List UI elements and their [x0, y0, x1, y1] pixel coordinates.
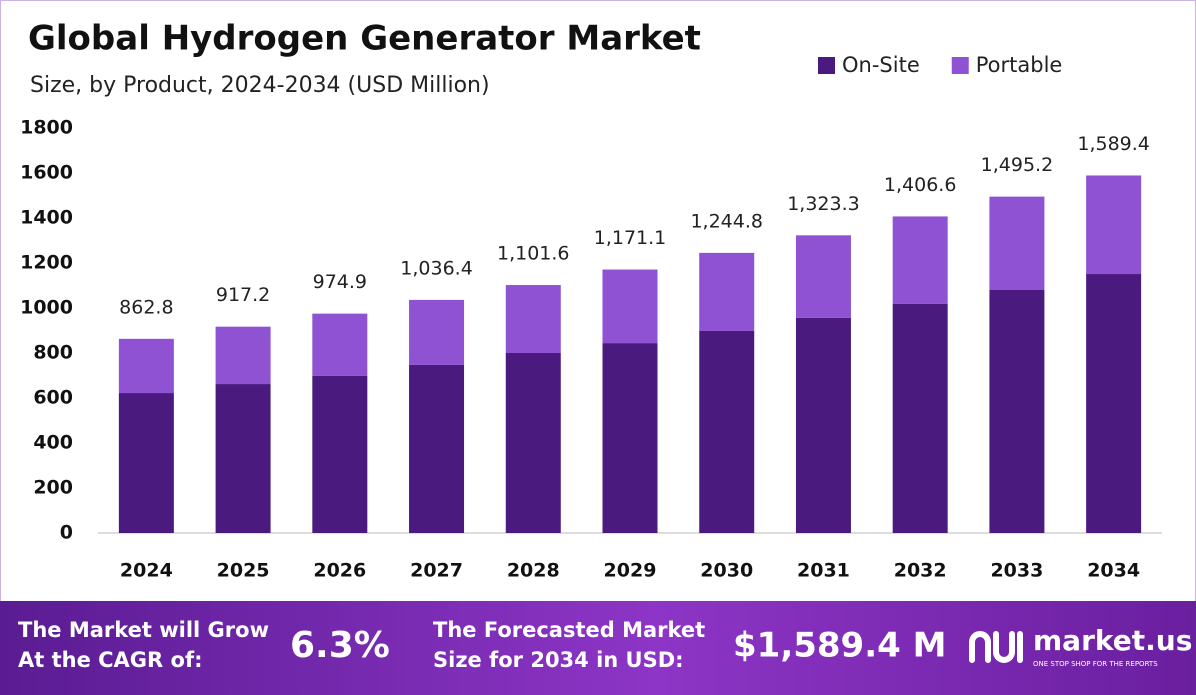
y-tick-label: 800	[33, 342, 73, 364]
total-label: 862.8	[119, 296, 173, 318]
y-tick-label: 1000	[20, 297, 73, 319]
x-tick-label: 2032	[894, 560, 947, 582]
bar-segment	[989, 290, 1045, 533]
total-label: 1,323.3	[787, 193, 860, 215]
y-tick-label: 1200	[20, 252, 73, 274]
bar-segment	[892, 216, 948, 304]
banner-value: 6.3%	[290, 625, 390, 666]
total-label: 1,589.4	[1077, 133, 1150, 155]
bar-segment	[505, 353, 561, 533]
bar-segment	[602, 269, 658, 344]
y-tick-label: 1400	[20, 207, 73, 229]
total-label: 1,406.6	[884, 174, 957, 196]
total-label: 974.9	[313, 271, 367, 293]
legend-swatch	[951, 57, 969, 74]
banner-text: The Market will Grow	[18, 618, 269, 642]
bar-segment	[602, 343, 658, 533]
x-tick-label: 2034	[1087, 560, 1140, 582]
x-tick-label: 2030	[700, 560, 753, 582]
y-tick-label: 1600	[20, 162, 73, 184]
brand-logo	[969, 631, 1023, 663]
total-label: 1,171.1	[594, 227, 667, 249]
total-label: 1,036.4	[400, 257, 473, 279]
brand-tagline: ONE STOP SHOP FOR THE REPORTS	[1033, 660, 1158, 668]
x-tick-label: 2026	[313, 560, 366, 582]
banner-text: The Forecasted Market	[433, 618, 705, 642]
x-tick-label: 2029	[604, 560, 657, 582]
legend-label: On-Site	[842, 53, 920, 77]
total-label: 1,101.6	[497, 243, 570, 265]
legend-swatch	[818, 57, 835, 74]
bar-segment	[1086, 175, 1142, 275]
bar-segment	[505, 285, 561, 353]
banner-text: At the CAGR of:	[18, 648, 203, 672]
legend-label: Portable	[976, 53, 1063, 77]
bar-segment	[1086, 274, 1142, 533]
bar-segment	[118, 338, 174, 394]
x-tick-label: 2033	[990, 560, 1043, 582]
bar-segment	[215, 326, 271, 385]
chart-subtitle: Size, by Product, 2024-2034 (USD Million…	[30, 73, 490, 98]
bar-segment	[312, 313, 368, 376]
y-tick-label: 600	[33, 387, 73, 409]
bar-segment	[409, 299, 465, 365]
y-tick-label: 1800	[20, 117, 73, 139]
bar-segment	[215, 384, 271, 533]
x-tick-label: 2027	[410, 560, 463, 582]
chart-title: Global Hydrogen Generator Market	[28, 19, 701, 59]
bar-segment	[312, 375, 368, 533]
x-tick-label: 2025	[217, 560, 270, 582]
bar-segment	[699, 330, 755, 533]
legend: On-Site Portable	[818, 53, 1062, 77]
bar-segment	[892, 303, 948, 533]
brand: market.us	[1033, 624, 1192, 657]
y-tick-label: 0	[60, 522, 73, 544]
total-label: 1,244.8	[690, 210, 763, 232]
x-tick-label: 2031	[797, 560, 850, 582]
total-label: 917.2	[216, 284, 270, 306]
bar-segment	[699, 252, 755, 331]
bar-segment	[409, 364, 465, 533]
bar-segment	[118, 393, 174, 533]
banner-value: $1,589.4 M	[733, 626, 946, 666]
bar-segment	[795, 317, 851, 533]
x-tick-label: 2028	[507, 560, 560, 582]
y-tick-label: 400	[33, 432, 73, 454]
bar-segment	[795, 235, 851, 318]
y-tick-label: 200	[33, 477, 73, 499]
bar-segment	[989, 196, 1045, 290]
banner-text: Size for 2034 in USD:	[433, 648, 684, 672]
x-tick-label: 2024	[120, 560, 173, 582]
total-label: 1,495.2	[981, 154, 1054, 176]
